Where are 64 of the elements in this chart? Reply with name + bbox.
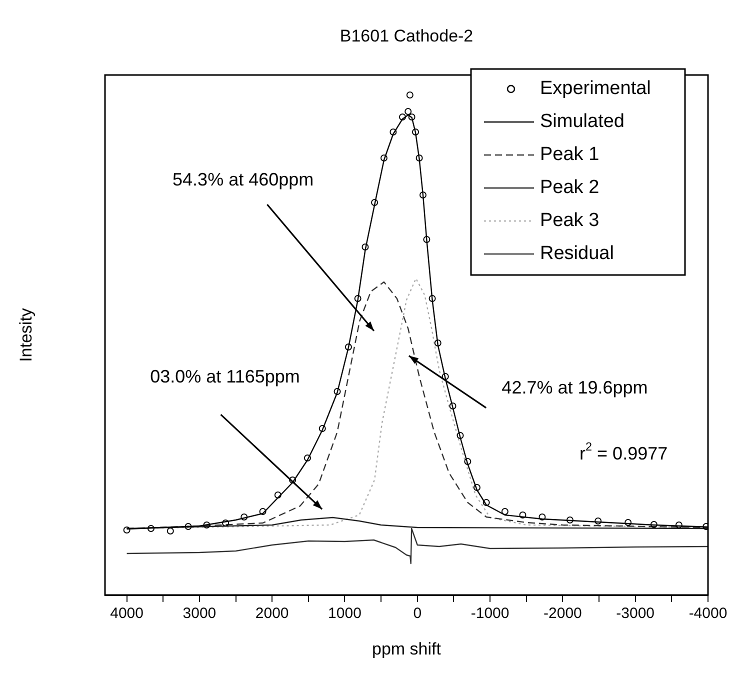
point: [482, 499, 490, 506]
point: [423, 236, 430, 243]
x-tick-label: 3000: [182, 605, 216, 622]
x-tick-label: 2000: [255, 605, 289, 622]
point: [650, 521, 658, 528]
point: [304, 454, 311, 462]
point: [675, 522, 682, 528]
annotation: 03.0% at 1165ppm: [150, 366, 300, 387]
legend-label: Peak 2: [540, 177, 600, 198]
point: [449, 402, 456, 410]
point: [624, 519, 632, 526]
point: [404, 108, 412, 115]
point: [442, 373, 449, 380]
point: [473, 484, 480, 491]
point: [594, 518, 602, 524]
point: [274, 492, 282, 498]
point: [222, 520, 230, 526]
point: [416, 154, 423, 162]
point: [147, 525, 154, 532]
point: [456, 432, 464, 439]
legend-label: Experimental: [540, 78, 651, 100]
x-tick-label: -3000: [616, 605, 655, 622]
point: [399, 114, 406, 120]
x-tick-label: 1000: [328, 605, 362, 622]
point: [538, 514, 546, 520]
point: [412, 128, 420, 136]
chart-title: B1601 Cathode-2: [340, 26, 474, 46]
y-axis-title: Intesity: [16, 308, 36, 362]
point: [289, 476, 296, 484]
annotation: 54.3% at 460ppm: [172, 170, 314, 190]
point: [380, 154, 388, 162]
point: [501, 508, 508, 515]
annotation: 42.7% at 19.6ppm: [502, 378, 648, 398]
point: [519, 512, 526, 518]
point: [318, 425, 326, 432]
x-tick-label: 0: [413, 605, 422, 622]
point: [371, 199, 378, 206]
point: [362, 244, 369, 250]
point: [259, 508, 266, 515]
point: [123, 526, 130, 534]
point: [166, 528, 174, 534]
x-tick-label: -4000: [688, 605, 728, 622]
point: [428, 295, 436, 302]
point: [406, 92, 414, 98]
point: [408, 114, 416, 120]
legend-label: Residual: [540, 243, 614, 264]
point: [354, 295, 362, 302]
point: [344, 344, 352, 350]
point: [419, 192, 426, 198]
point: [390, 128, 397, 136]
point: [334, 388, 341, 395]
point: [566, 516, 574, 524]
point: [434, 340, 442, 346]
point: [464, 458, 472, 465]
legend-label: Simulated: [540, 111, 624, 132]
x-axis-title: ppm shift: [372, 640, 442, 659]
legend-label: Peak 3: [540, 210, 600, 232]
legend-label: Peak 1: [540, 144, 600, 166]
point: [203, 522, 210, 528]
point: [240, 514, 248, 520]
x-tick-label: -2000: [544, 605, 582, 622]
x-tick-label: -1000: [470, 605, 510, 622]
x-tick-label: 4000: [110, 605, 144, 622]
point: [184, 523, 192, 530]
